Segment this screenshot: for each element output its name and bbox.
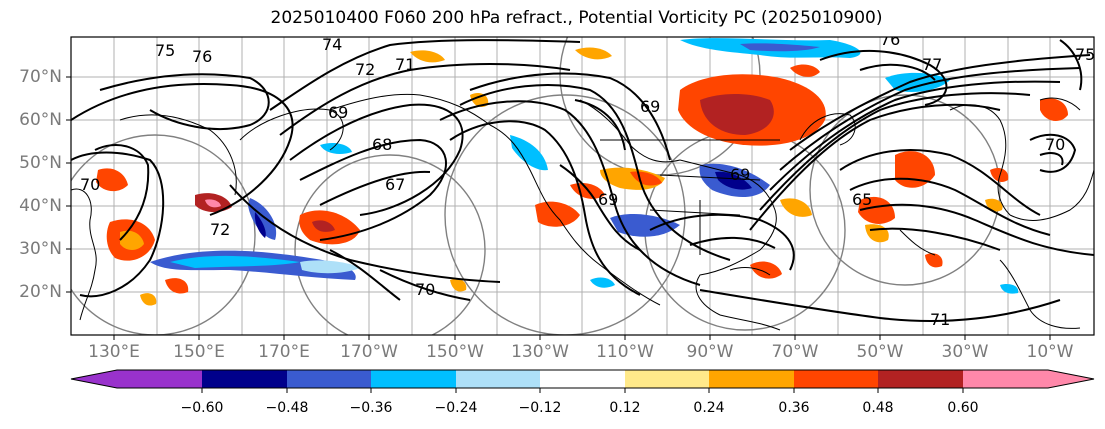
lon-label-50w: 50°W: [856, 342, 904, 362]
contour-label: 71: [930, 310, 950, 329]
contour-label: 72: [355, 60, 375, 79]
colorbar-tick-label: 0.12: [609, 400, 641, 416]
lon-label-10w: 10°W: [1026, 342, 1074, 362]
contour-labels: 75 76 74 72 71 76 77 75 69 68 67 70 72 7…: [80, 30, 1095, 329]
lon-label-90w: 90°W: [686, 342, 734, 362]
contour-label: 70: [415, 280, 435, 299]
lon-label-150e: 150°E: [173, 342, 225, 362]
lon-label-110w: 110°W: [596, 342, 654, 362]
map-frame: [70, 36, 1095, 336]
lon-label-170w: 170°W: [340, 342, 398, 362]
contour-label: 72: [210, 220, 230, 239]
contour-label: 74: [322, 35, 342, 54]
contour-label: 69: [730, 165, 750, 184]
contour-label: 76: [192, 47, 212, 66]
map-title: 2025010400 F060 200 hPa refract., Potent…: [270, 8, 883, 28]
lat-label-30n: 30°N: [19, 239, 62, 259]
lon-label-130w: 130°W: [511, 342, 569, 362]
contour-label: 75: [1075, 45, 1095, 64]
lon-label-150w: 150°W: [426, 342, 484, 362]
colorbar-bin: [794, 370, 878, 388]
colorbar-tick-label: 0.48: [862, 400, 894, 416]
colorbar-tick-label: −0.24: [434, 400, 478, 416]
contour-label: 70: [1045, 135, 1065, 154]
colorbar-tick-label: 0.36: [778, 400, 810, 416]
colorbar-bin: [456, 370, 540, 388]
colorbar-bin: [709, 370, 794, 388]
colorbar-bin: [117, 370, 202, 388]
colorbar-tick-label: −0.36: [349, 400, 393, 416]
contour-label: 67: [385, 175, 405, 194]
lat-label-70n: 70°N: [19, 67, 62, 87]
contour-label: 75: [155, 41, 175, 60]
colorbar-bin: [287, 370, 371, 388]
colorbar-bin: [625, 370, 709, 388]
lon-label-170e: 170°E: [258, 342, 310, 362]
lon-label-70w: 70°W: [771, 342, 819, 362]
lat-label-40n: 40°N: [19, 196, 62, 216]
colorbar-tick-label: −0.48: [265, 400, 309, 416]
lon-label-30w: 30°W: [941, 342, 989, 362]
lon-label-130e: 130°E: [88, 342, 140, 362]
contour-lines: [71, 39, 1094, 322]
colorbar-bin: [202, 370, 287, 388]
contour-label: 65: [852, 190, 872, 209]
colorbar-extend-high: [1048, 370, 1094, 388]
colorbar-bin: [878, 370, 963, 388]
colorbar-outline: [70, 369, 1095, 389]
contour-label: 71: [395, 55, 415, 74]
contour-label: 68: [372, 135, 392, 154]
colorbar-tick-label: 0.60: [947, 400, 979, 416]
contour-label: 69: [328, 103, 348, 122]
contour-label: 76: [880, 30, 900, 49]
colorbar-tick-label: 0.24: [693, 400, 725, 416]
lat-label-20n: 20°N: [19, 282, 62, 302]
contour-label: 69: [640, 97, 660, 116]
colorbar-bin: [540, 370, 625, 388]
contour-label: 69: [598, 190, 618, 209]
lat-label-50n: 50°N: [19, 153, 62, 173]
colorbar-bin: [963, 370, 1048, 388]
contour-label: 77: [922, 55, 942, 74]
colorbar-extend-low: [71, 370, 117, 388]
colorbar-tick-label: −0.12: [518, 400, 562, 416]
colorbar-bin: [371, 370, 456, 388]
axis-ticks: [66, 76, 1051, 340]
positive-anomaly-shading: [96, 47, 1068, 306]
coastlines: [71, 93, 1094, 331]
colorbar-tick-label: −0.60: [180, 400, 224, 416]
colorbar: [70, 369, 1095, 393]
lat-label-60n: 60°N: [19, 110, 62, 130]
contour-label: 70: [80, 175, 100, 194]
